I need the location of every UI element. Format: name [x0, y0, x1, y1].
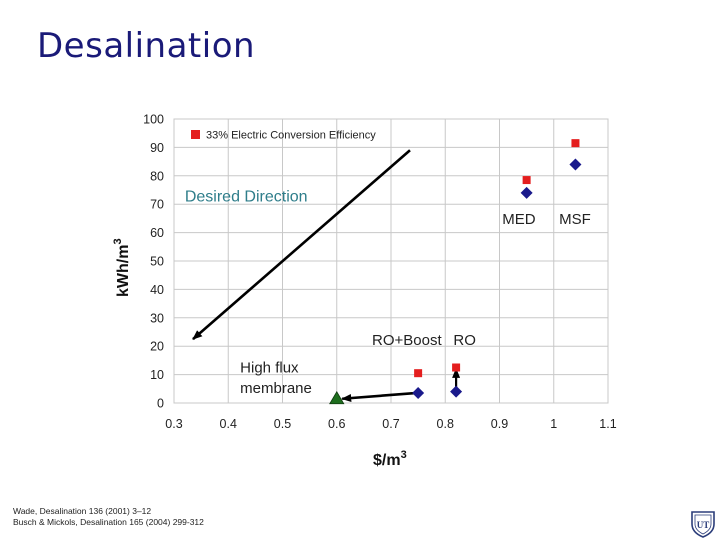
- square-point: [571, 139, 580, 148]
- x-axis-label: $/m3: [373, 449, 407, 469]
- x-tick-label: 0.9: [491, 417, 508, 431]
- references: Wade, Desalination 136 (2001) 3–12 Busch…: [13, 506, 204, 528]
- y-axis-label: kWh/m3: [112, 238, 132, 297]
- y-tick-label: 80: [150, 169, 164, 183]
- x-tick-label: 0.7: [382, 417, 399, 431]
- legend-marker: [191, 130, 200, 139]
- x-tick-label: 0.5: [274, 417, 291, 431]
- x-tick-label: 1: [550, 417, 557, 431]
- diamond-point: [412, 387, 425, 400]
- y-tick-label: 50: [150, 255, 164, 269]
- y-tick-label: 30: [150, 311, 164, 325]
- annotation-hf2: membrane: [240, 380, 312, 397]
- y-tick-label: 40: [150, 283, 164, 297]
- y-tick-label: 0: [157, 397, 164, 411]
- reference-busch: Busch & Mickols, Desalination 165 (2004)…: [13, 517, 204, 527]
- annotation-hf1: High flux: [240, 359, 299, 376]
- y-tick-label: 70: [150, 198, 164, 212]
- diamond-point: [520, 186, 533, 199]
- triangle-point: [329, 390, 345, 405]
- diamond-point: [569, 158, 582, 171]
- annotation-msf: MSF: [559, 211, 591, 228]
- x-tick-label: 1.1: [599, 417, 616, 431]
- x-tick-label: 0.4: [220, 417, 237, 431]
- x-tick-label: 0.6: [328, 417, 345, 431]
- slide-title: Desalination: [37, 26, 256, 66]
- annotation-med: MED: [502, 211, 536, 228]
- logo-text: UT: [697, 520, 710, 530]
- membrane-arrow: [341, 391, 416, 403]
- y-tick-label: 10: [150, 368, 164, 382]
- x-tick-label: 0.8: [437, 417, 454, 431]
- square-point: [522, 176, 531, 185]
- reference-wade: Wade, Desalination 136 (2001) 3–12: [13, 506, 152, 516]
- legend-label: 33% Electric Conversion Efficiency: [206, 130, 376, 142]
- annotation-desired: Desired Direction: [185, 188, 308, 205]
- chart: 0 10 20 30 40 50 60 70 80 90 100 0.3 0.4 0.5 0.6 0.7 0.8…: [112, 113, 617, 470]
- y-tick-label: 90: [150, 141, 164, 155]
- x-tick-label: 0.3: [165, 417, 182, 431]
- square-point: [414, 369, 423, 378]
- y-tick-label: 100: [143, 113, 164, 127]
- desired-arrow: [192, 149, 411, 341]
- diamond-point: [450, 385, 463, 398]
- y-tick-label: 60: [150, 226, 164, 240]
- y-tick-label: 20: [150, 340, 164, 354]
- annotation-roboost: RO+Boost: [372, 332, 442, 349]
- x-axis-label-exponent: 3: [401, 449, 407, 461]
- square-point: [452, 363, 461, 372]
- university-shield-icon: UT: [691, 511, 715, 538]
- y-axis-label-exponent: 3: [112, 238, 124, 244]
- annotation-ro: RO: [453, 332, 476, 349]
